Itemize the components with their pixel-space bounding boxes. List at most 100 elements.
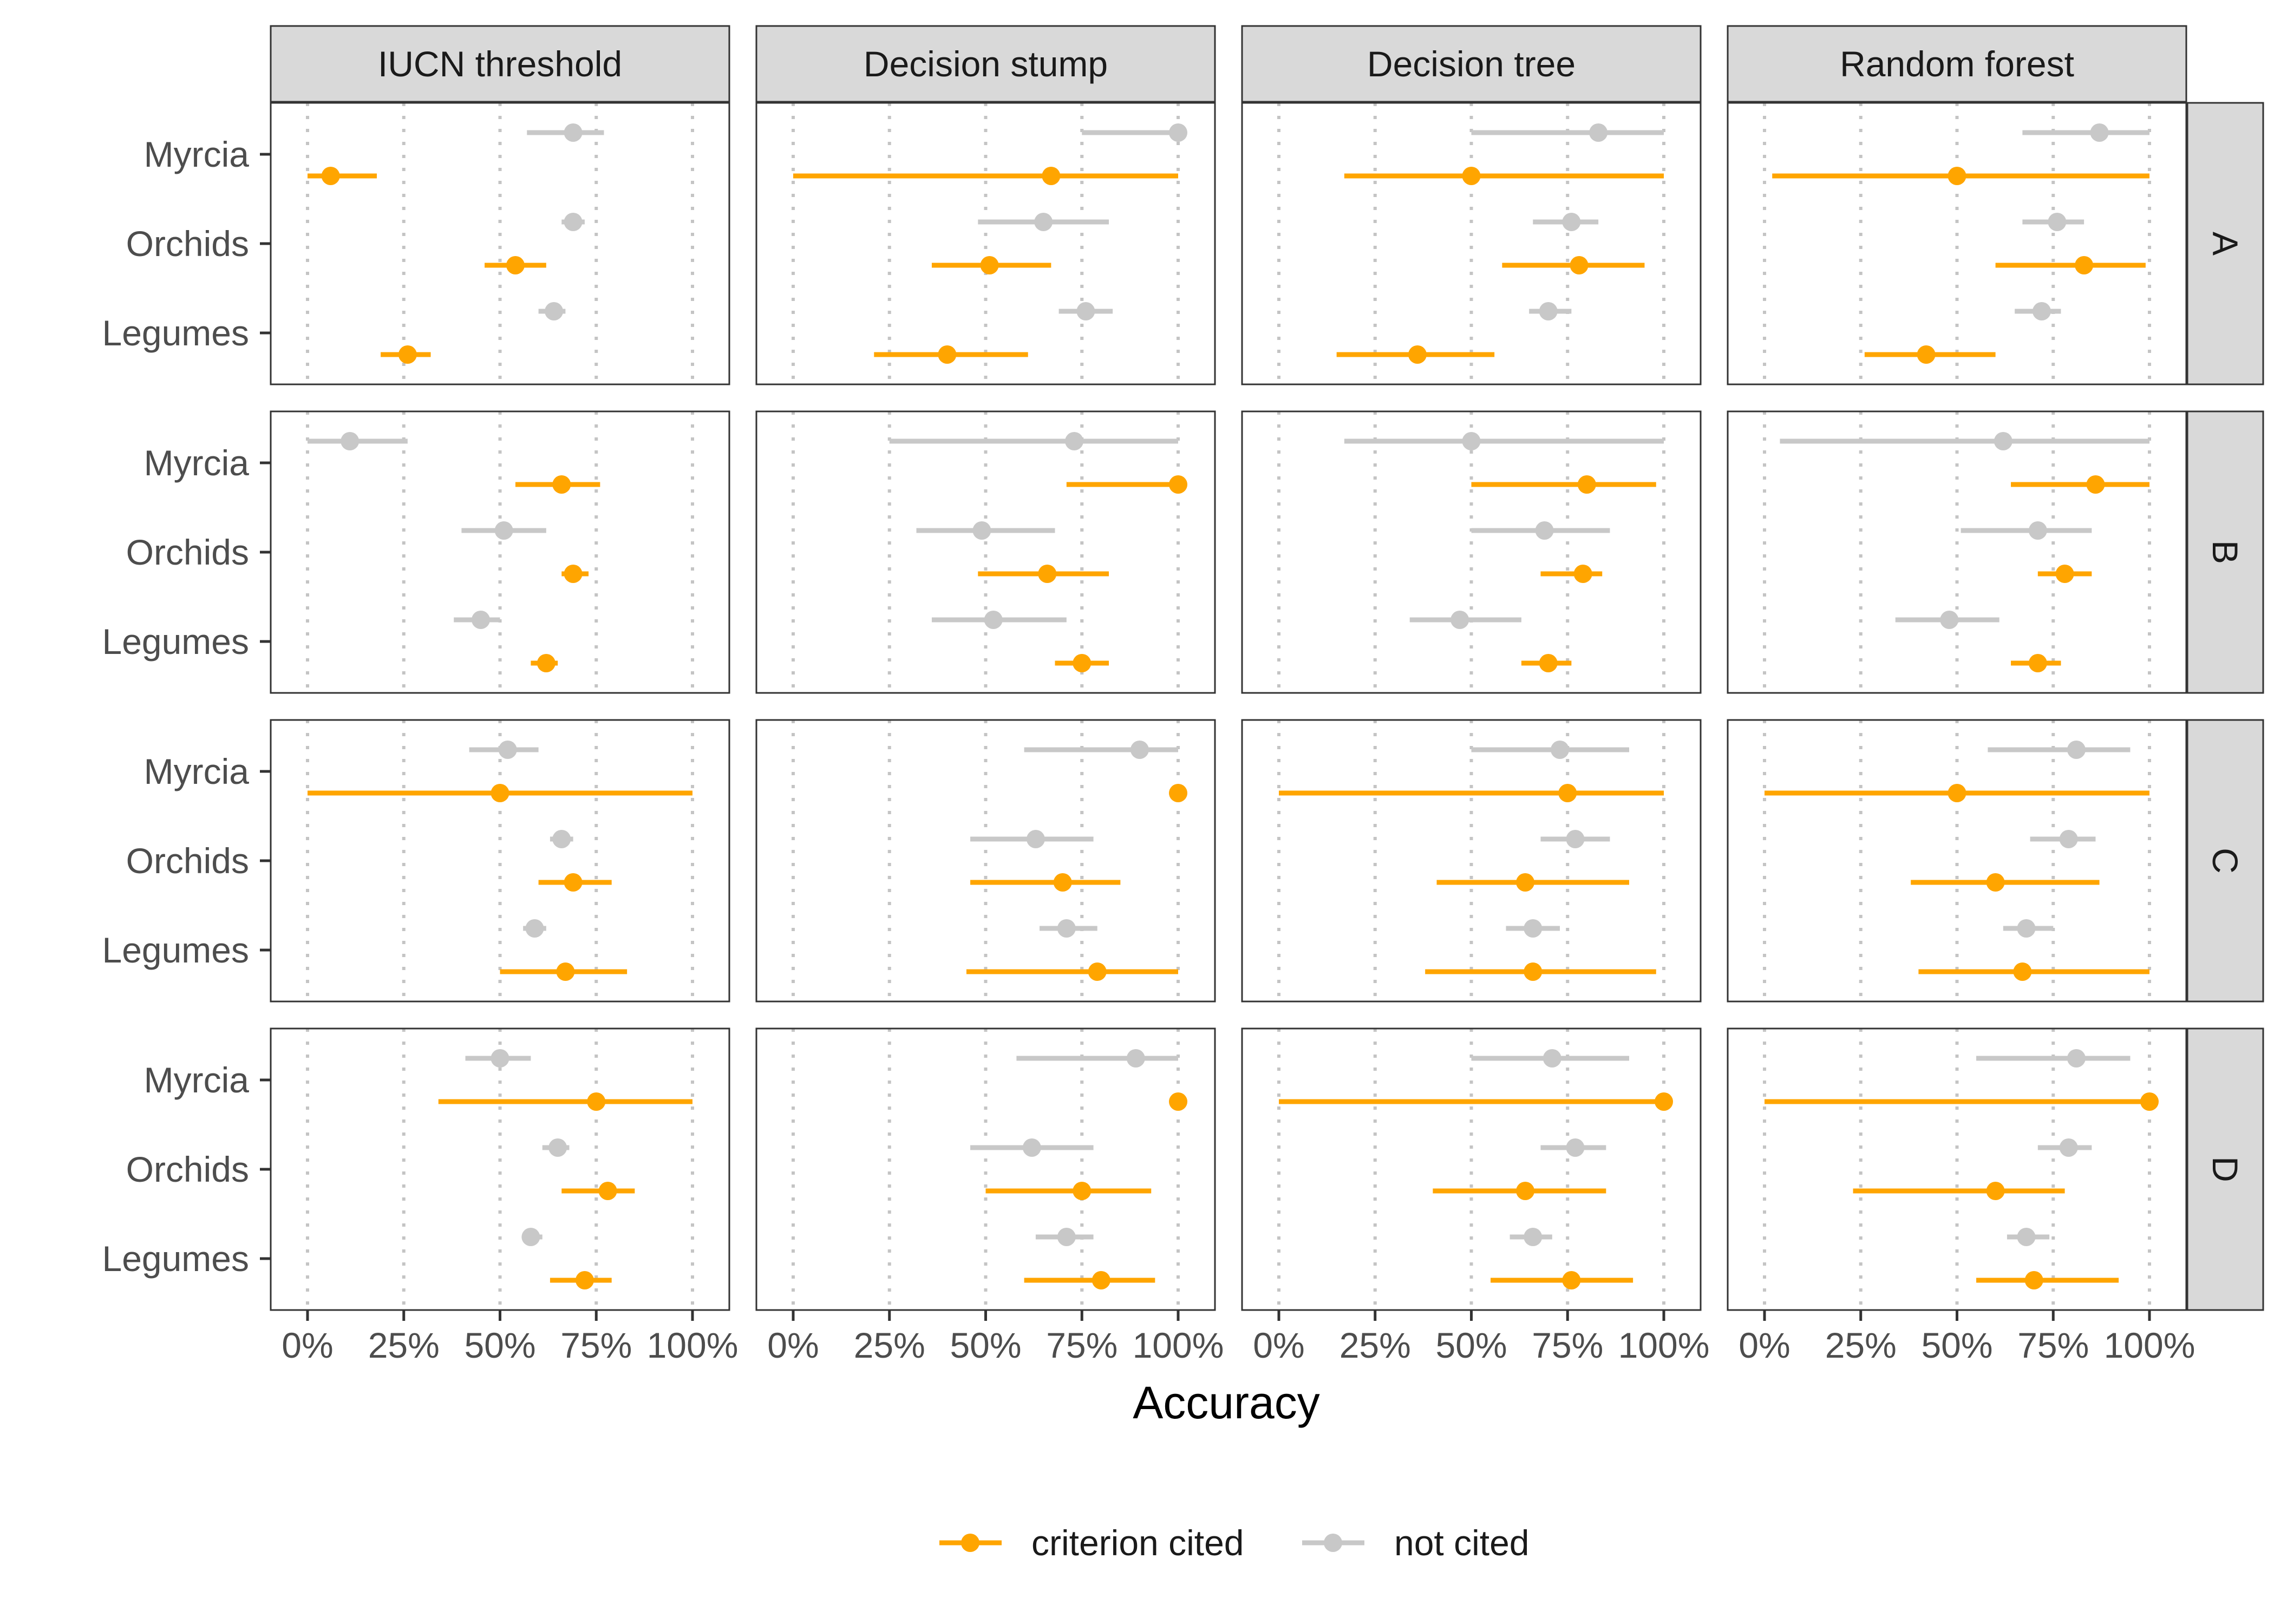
- column-strip-label-iucn-threshold: IUCN threshold: [378, 44, 622, 84]
- point-not-cited-myrcia: [1994, 432, 2012, 450]
- panel-border: [1727, 410, 2187, 694]
- point-not-cited-legumes: [1524, 1228, 1543, 1246]
- point-criterion-cited-orchids: [2055, 565, 2074, 583]
- x-tick-label: 75%: [1532, 1325, 1603, 1365]
- point-not-cited-myrcia: [1169, 123, 1187, 142]
- point-not-cited-orchids: [552, 830, 571, 848]
- point-not-cited-legumes: [521, 1228, 540, 1246]
- x-tick-label: 0%: [1253, 1325, 1304, 1365]
- point-not-cited-legumes: [1076, 302, 1095, 320]
- point-not-cited-myrcia: [2090, 123, 2109, 142]
- point-not-cited-myrcia: [564, 123, 583, 142]
- x-tick-label: 50%: [464, 1325, 535, 1365]
- x-tick-label: 25%: [368, 1325, 440, 1365]
- point-criterion-cited-orchids: [1053, 873, 1072, 892]
- legend-label-not-cited: not cited: [1394, 1523, 1530, 1563]
- column-strip-label-decision-stump: Decision stump: [864, 44, 1108, 84]
- point-not-cited-orchids: [564, 213, 583, 231]
- point-criterion-cited-myrcia: [1042, 167, 1061, 185]
- point-criterion-cited-legumes: [2013, 962, 2032, 981]
- x-tick-label: 25%: [1339, 1325, 1411, 1365]
- point-criterion-cited-orchids: [598, 1182, 617, 1200]
- point-criterion-cited-legumes: [1562, 1271, 1581, 1289]
- point-not-cited-orchids: [1026, 830, 1045, 848]
- column-strip-iucn-threshold: [270, 25, 730, 103]
- point-not-cited-legumes: [1524, 919, 1543, 938]
- point-criterion-cited-myrcia: [1577, 475, 1596, 494]
- x-tick-label: 100%: [1618, 1325, 1710, 1365]
- legend-item-criterion-cited: criterion cited: [939, 1523, 1244, 1563]
- point-not-cited-myrcia: [1065, 432, 1084, 450]
- panel-c-random-forest: [1727, 719, 2187, 1003]
- point-criterion-cited-myrcia: [2086, 475, 2105, 494]
- point-not-cited-legumes: [2017, 919, 2036, 938]
- point-criterion-cited-orchids: [1573, 565, 1592, 583]
- point-criterion-cited-legumes: [398, 345, 417, 364]
- y-tick-label-legumes: Legumes: [102, 1239, 249, 1279]
- y-tick-label-orchids: Orchids: [126, 532, 249, 572]
- x-tick-label: 100%: [2104, 1325, 2195, 1365]
- row-strip-label-a: A: [2205, 232, 2245, 256]
- panel-border: [1727, 719, 2187, 1003]
- point-criterion-cited-legumes: [1408, 345, 1427, 364]
- point-criterion-cited-myrcia: [1558, 784, 1577, 802]
- x-tick-label: 75%: [1046, 1325, 1118, 1365]
- x-tick-label: 0%: [1739, 1325, 1790, 1365]
- point-not-cited-myrcia: [491, 1049, 509, 1068]
- x-tick-label: 100%: [647, 1325, 739, 1365]
- point-criterion-cited-orchids: [2075, 256, 2094, 274]
- legend-label-criterion-cited: criterion cited: [1031, 1523, 1244, 1563]
- panel-c-decision-tree: [1241, 719, 1702, 1003]
- point-not-cited-legumes: [2032, 302, 2051, 320]
- y-tick-label-orchids: Orchids: [126, 1149, 249, 1189]
- column-strip-label-decision-tree: Decision tree: [1367, 44, 1576, 84]
- x-tick-label: 50%: [1435, 1325, 1507, 1365]
- legend-key-point: [1324, 1534, 1342, 1552]
- panel-a-random-forest: [1727, 102, 2187, 385]
- point-criterion-cited-myrcia: [1462, 167, 1481, 185]
- column-strip-decision-stump: [755, 25, 1216, 103]
- point-criterion-cited-orchids: [1516, 873, 1535, 892]
- x-tick-label: 25%: [1825, 1325, 1897, 1365]
- point-not-cited-orchids: [972, 521, 991, 540]
- column-strip-label-random-forest: Random forest: [1840, 44, 2074, 84]
- y-tick-label-myrcia: Myrcia: [144, 134, 250, 174]
- point-criterion-cited-myrcia: [1169, 475, 1187, 494]
- panel-d-decision-stump: [755, 1027, 1216, 1311]
- point-criterion-cited-myrcia: [321, 167, 340, 185]
- panel-d-random-forest: [1727, 1027, 2187, 1311]
- y-tick-label-legumes: Legumes: [102, 621, 249, 662]
- point-not-cited-myrcia: [1589, 123, 1608, 142]
- row-strip-c: [2186, 719, 2264, 1003]
- row-strip-d: [2186, 1027, 2264, 1311]
- point-criterion-cited-orchids: [1073, 1182, 1092, 1200]
- point-criterion-cited-orchids: [1986, 1182, 2005, 1200]
- row-strip-a: [2186, 102, 2264, 385]
- point-criterion-cited-myrcia: [1655, 1092, 1673, 1111]
- point-criterion-cited-myrcia: [587, 1092, 606, 1111]
- point-criterion-cited-legumes: [575, 1271, 594, 1289]
- panel-d-decision-tree: [1241, 1027, 1702, 1311]
- point-criterion-cited-legumes: [556, 962, 575, 981]
- x-tick-label: 75%: [2017, 1325, 2089, 1365]
- point-not-cited-orchids: [1566, 830, 1585, 848]
- column-strip-random-forest: [1727, 25, 2187, 103]
- point-not-cited-orchids: [494, 521, 513, 540]
- point-criterion-cited-legumes: [1524, 962, 1543, 981]
- point-not-cited-legumes: [471, 611, 490, 629]
- panels-layer: [270, 102, 2187, 1311]
- point-not-cited-myrcia: [1130, 741, 1149, 759]
- point-criterion-cited-orchids: [1516, 1182, 1535, 1200]
- y-tick-label-myrcia: Myrcia: [144, 751, 250, 791]
- y-tick-label-myrcia: Myrcia: [144, 1060, 250, 1100]
- point-not-cited-myrcia: [2067, 741, 2086, 759]
- panel-border: [755, 410, 1216, 694]
- x-tick-label: 50%: [1921, 1325, 1992, 1365]
- point-criterion-cited-orchids: [1038, 565, 1057, 583]
- x-tick-label: 75%: [560, 1325, 632, 1365]
- point-not-cited-myrcia: [341, 432, 360, 450]
- point-criterion-cited-orchids: [1570, 256, 1589, 274]
- row-strip-label-d: D: [2205, 1156, 2245, 1182]
- point-criterion-cited-myrcia: [1169, 1092, 1187, 1111]
- panel-b-random-forest: [1727, 410, 2187, 694]
